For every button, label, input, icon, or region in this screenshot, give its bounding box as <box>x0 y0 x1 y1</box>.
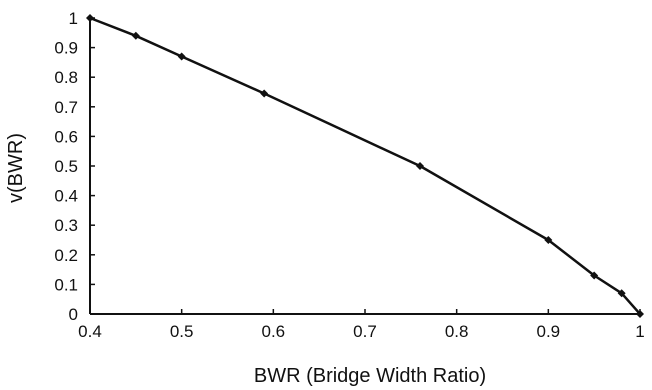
y-tick-label: 0.9 <box>54 39 78 58</box>
data-point <box>636 310 644 318</box>
data-point <box>416 162 424 170</box>
x-tick-label: 0.5 <box>170 322 194 341</box>
x-tick-label: 0.6 <box>262 322 286 341</box>
y-tick-label: 0.2 <box>54 246 78 265</box>
y-tick-label: 0.6 <box>54 127 78 146</box>
y-tick-label: 1 <box>69 9 78 28</box>
axes <box>89 18 640 315</box>
x-tick-label: 0.8 <box>445 322 469 341</box>
x-axis-title: BWR (Bridge Width Ratio) <box>254 365 486 387</box>
plot-area <box>86 14 644 318</box>
y-tick-label: 0.5 <box>54 157 78 176</box>
x-tick-label: 0.9 <box>537 322 561 341</box>
data-point <box>590 271 599 280</box>
data-point <box>544 236 553 244</box>
x-tick-label: 1 <box>635 322 644 341</box>
x-tick-label: 0.4 <box>78 322 102 341</box>
y-tick-label: 0 <box>69 305 78 324</box>
y-tick-label: 0.4 <box>54 187 78 206</box>
data-point <box>131 31 140 40</box>
data-point <box>260 89 269 98</box>
x-tick-label: 0.7 <box>353 322 377 341</box>
y-axis-title: v(BWR) <box>5 133 27 203</box>
tick-labels: 0.4 0.5 0.6 0.7 0.8 0.9 1 0 0.1 0.2 0.3 0.4 0.5 0.6 0.… <box>54 9 644 341</box>
series-line <box>89 16 641 315</box>
y-tick-label: 0.3 <box>54 216 78 235</box>
data-point <box>86 14 94 22</box>
ticks <box>89 17 641 315</box>
y-tick-label: 0.7 <box>54 98 78 117</box>
y-tick-label: 0.1 <box>54 275 78 294</box>
data-point <box>617 289 626 298</box>
y-tick-label: 0.8 <box>54 68 78 87</box>
data-point <box>177 52 186 61</box>
